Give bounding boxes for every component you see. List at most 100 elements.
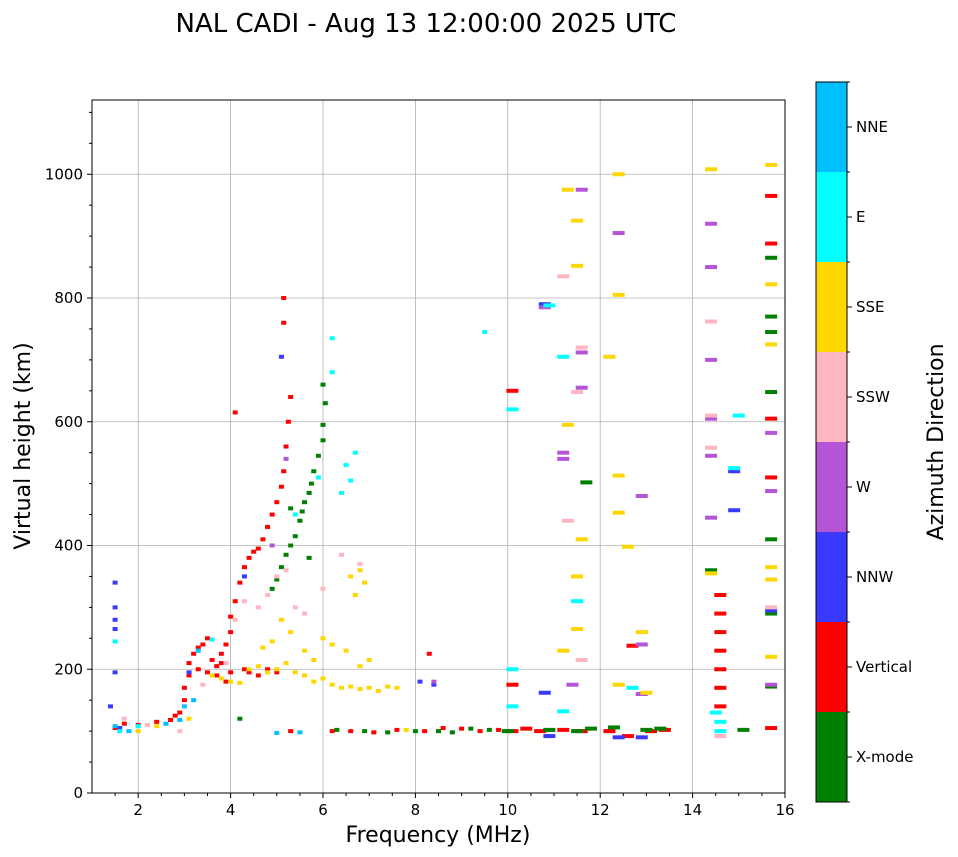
data-point [181, 685, 187, 690]
data-point [422, 729, 428, 734]
data-point [371, 730, 377, 735]
data-point [357, 664, 363, 669]
data-point [329, 729, 335, 734]
data-points [107, 162, 778, 740]
colorbar-tick-label: E [856, 208, 865, 226]
series-x-mode [237, 255, 778, 735]
data-point [251, 549, 257, 554]
data-point [154, 724, 160, 729]
data-point [223, 661, 229, 666]
data-point [571, 263, 584, 268]
data-point [362, 580, 368, 585]
data-point [765, 390, 778, 395]
data-point [218, 661, 224, 666]
data-point [728, 508, 741, 513]
data-point [329, 370, 335, 375]
data-point [431, 682, 437, 687]
data-point [297, 730, 303, 735]
data-point [274, 574, 280, 579]
data-point [302, 648, 308, 653]
data-point [237, 680, 243, 685]
data-point [269, 543, 275, 548]
data-point [200, 682, 206, 687]
data-point [154, 719, 160, 724]
data-point [635, 494, 648, 498]
series-nnw [107, 302, 778, 740]
data-point [246, 555, 252, 560]
data-point [557, 274, 570, 279]
data-point [765, 330, 778, 335]
data-point [626, 685, 639, 690]
data-point [765, 605, 778, 610]
data-point [278, 565, 284, 570]
data-point [205, 670, 210, 675]
data-point [765, 162, 778, 167]
y-tick-label: 0 [73, 784, 83, 802]
data-point [278, 617, 284, 622]
data-point [241, 667, 247, 672]
data-point [274, 500, 280, 505]
data-point [320, 422, 326, 427]
colorbar-tick-label: NNW [856, 568, 893, 586]
data-point [417, 679, 423, 684]
data-point [714, 630, 727, 635]
data-point [765, 193, 778, 198]
data-point [195, 648, 201, 653]
data-point [191, 698, 197, 703]
data-point [269, 639, 275, 644]
data-point [281, 320, 287, 325]
data-point [334, 727, 340, 732]
data-point [728, 466, 741, 471]
data-point [714, 593, 727, 597]
data-point [612, 172, 625, 177]
data-point [357, 562, 363, 567]
data-point [571, 627, 584, 632]
data-point [728, 469, 741, 474]
data-point [640, 727, 653, 732]
data-point [621, 544, 634, 549]
data-point [714, 719, 727, 724]
data-point [121, 721, 127, 726]
data-point [260, 645, 266, 650]
data-point [705, 568, 718, 573]
data-point [209, 657, 215, 662]
data-point [765, 416, 778, 421]
data-point [269, 586, 275, 591]
data-point [426, 651, 432, 656]
data-point [705, 416, 718, 421]
data-point [320, 586, 326, 591]
data-point [343, 648, 349, 653]
data-point [534, 729, 547, 734]
data-point [486, 727, 492, 732]
colorbar: X-mode Vertical NNW W SSW SSE E NNE [815, 81, 913, 803]
data-point [561, 518, 574, 523]
data-point [223, 642, 229, 647]
data-point [260, 537, 266, 542]
data-point [635, 735, 648, 740]
data-point [302, 500, 308, 505]
data-point [200, 642, 206, 647]
data-point [612, 473, 625, 478]
data-point [571, 599, 584, 604]
data-point [329, 642, 335, 647]
plot-background [92, 100, 785, 793]
data-point [621, 734, 634, 739]
data-point [329, 336, 335, 341]
data-point [278, 354, 284, 359]
chart-title: NAL CADI - Aug 13 12:00:00 2025 UTC [176, 9, 677, 39]
x-tick-label: 8 [411, 801, 421, 819]
data-point [308, 481, 314, 486]
data-point [265, 593, 271, 597]
data-point [311, 657, 317, 662]
data-point [737, 727, 750, 732]
data-point [557, 456, 570, 461]
x-tick-label: 14 [683, 801, 702, 819]
data-point [506, 704, 519, 709]
data-point [612, 735, 625, 740]
data-point [608, 725, 621, 730]
grid-lines [92, 100, 785, 793]
data-point [112, 670, 118, 675]
data-point [571, 218, 584, 223]
data-point [449, 730, 455, 735]
